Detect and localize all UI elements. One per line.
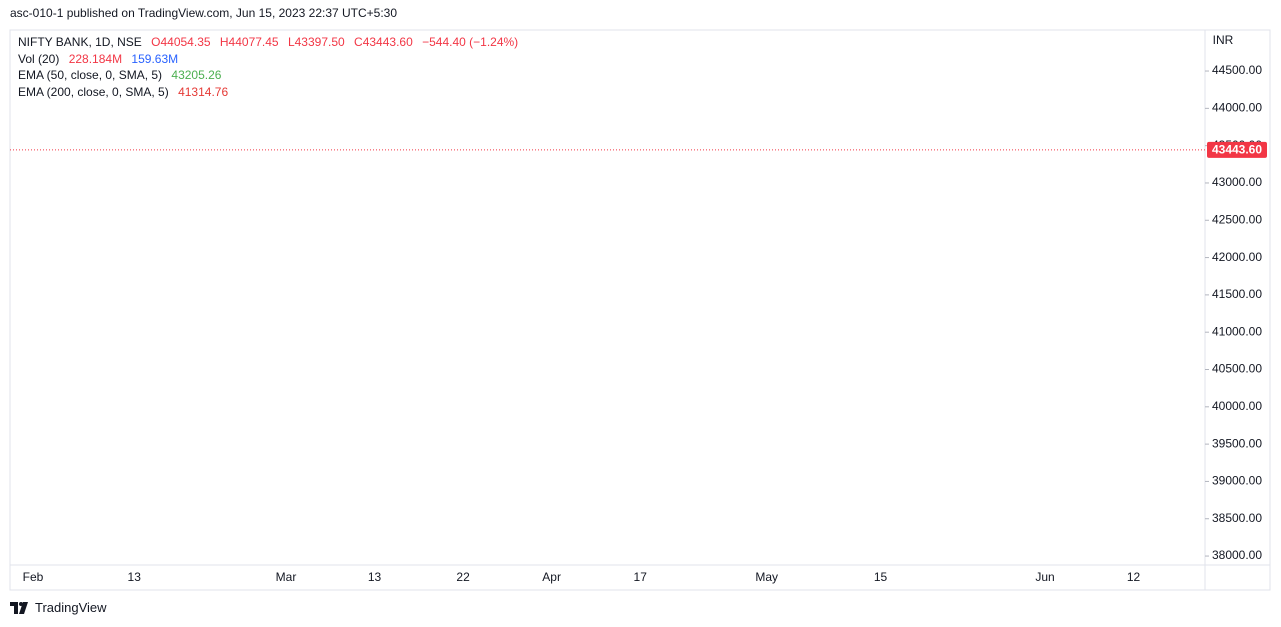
series-name: EMA (200, close, 0, SMA, 5)	[18, 84, 169, 99]
symbol: NIFTY BANK, 1D, NSE	[18, 35, 142, 49]
legend-row: Vol (20) 228.184M 159.63M	[18, 51, 524, 68]
ohlc-change: −544.40 (−1.24%)	[422, 35, 519, 49]
legend-row: EMA (200, close, 0, SMA, 5) 41314.76	[18, 84, 524, 101]
x-tick-label: 13	[368, 570, 382, 584]
series-value: 41314.76	[178, 84, 229, 99]
x-tick-label: 22	[456, 570, 470, 584]
volume-value: 228.184M	[68, 51, 123, 66]
ohlc-open: O44054.35	[151, 35, 211, 49]
volume-ma-value: 159.63M	[131, 51, 179, 66]
x-tick-label: Apr	[542, 570, 561, 584]
ohlc-low: L43397.50	[287, 35, 345, 49]
y-tick-label: 40000.00	[1212, 399, 1262, 413]
legend: NIFTY BANK, 1D, NSE O44054.35 H44077.45 …	[18, 34, 524, 100]
y-tick-label: 44500.00	[1212, 63, 1262, 77]
x-tick-label: 12	[1127, 570, 1141, 584]
last-price-box	[1207, 141, 1267, 158]
volume-name: Vol (20)	[18, 51, 60, 66]
x-tick-label: Mar	[276, 570, 297, 584]
y-tick-label: 41000.00	[1212, 324, 1262, 338]
y-tick-label: 41500.00	[1212, 287, 1262, 301]
y-tick-label: 39500.00	[1212, 436, 1262, 450]
x-tick-label: 15	[874, 570, 888, 584]
y-tick-label: 38000.00	[1212, 548, 1262, 562]
last-price-label: 43443.60	[1212, 143, 1262, 157]
logo	[10, 601, 28, 614]
y-tick-label: 42500.00	[1212, 212, 1262, 226]
x-tick-label: May	[755, 570, 778, 584]
frame	[9, 29, 1271, 591]
x-tick-label: Feb	[23, 570, 44, 584]
legend-row: EMA (50, close, 0, SMA, 5) 43205.26	[18, 67, 524, 84]
series-value: 43205.26	[171, 68, 222, 82]
y-tick-label: 39000.00	[1212, 474, 1262, 488]
ohlc-high: H44077.45	[219, 35, 279, 49]
y-tick-label: 40500.00	[1212, 362, 1262, 376]
y-tick-label: 43000.00	[1212, 175, 1262, 189]
y-tick-label: 38500.00	[1212, 511, 1262, 525]
ohlc-close: C43443.60	[354, 35, 413, 49]
x-tick-label: 17	[634, 570, 648, 584]
price-unit: INR	[1213, 33, 1234, 47]
footer: TradingView	[10, 600, 107, 615]
series-name: EMA (50, close, 0, SMA, 5)	[18, 68, 163, 82]
y-tick-label: 42000.00	[1212, 250, 1262, 264]
publish-info: asc-010-1 published on TradingView.com, …	[10, 6, 398, 20]
brand: TradingView	[35, 600, 107, 615]
x-tick-label: 13	[128, 570, 142, 584]
x-tick-label: Jun	[1035, 570, 1054, 584]
legend-row: NIFTY BANK, 1D, NSE O44054.35 H44077.45 …	[18, 34, 524, 51]
y-tick-label: 44000.00	[1212, 101, 1262, 115]
